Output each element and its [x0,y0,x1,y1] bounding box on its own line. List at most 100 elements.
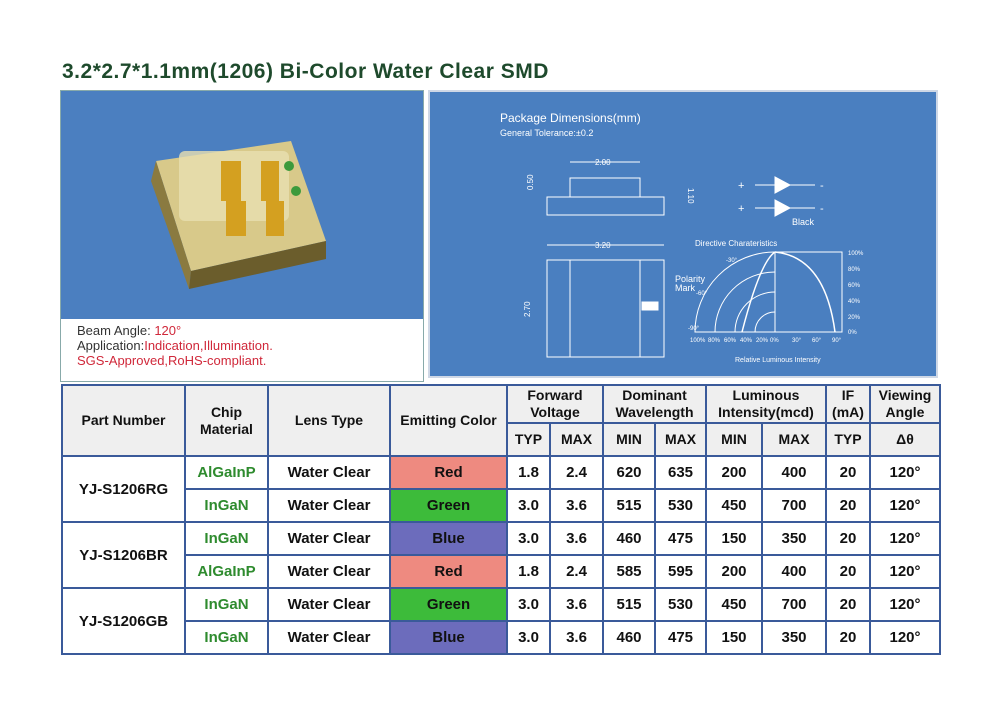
right-ticks: 100% 80% 60% 40% 20% 0% [848,251,864,336]
application-label: Application: [77,338,145,353]
package-dimensions-panel: Package Dimensions(mm) General Tolerance… [428,90,938,378]
header-row: Part Number Chip Material Lens Type Emit… [61,384,941,457]
led-photo [61,91,423,319]
tick-bottom-60: 60% [724,338,737,344]
cell-iv-min: 150 [705,620,763,655]
cell-chip: AlGaInP [184,554,269,589]
tick-right-40: 40% [848,299,861,305]
th-theta: Δθ [869,422,941,457]
dim-1-10: 1.10 [686,188,695,204]
cell-wl-min: 515 [602,488,656,523]
minus-2: - [820,203,824,215]
tick-bottom-90deg: 90° [832,338,842,344]
th-angle: Viewing Angle [869,384,941,424]
th-wl: Dominant Wavelength [602,384,707,424]
mark-label: Mark [675,283,695,293]
cell-angle: 120° [869,554,941,589]
tick-bottom-40: 40% [740,338,753,344]
cell-angle: 120° [869,455,941,490]
cell-part: YJ-S1206BR [61,521,186,589]
cell-wl-max: 635 [654,455,707,490]
axis-label: Relative Luminous Intensity [735,357,821,364]
angle-label-minus-90: -90° [688,326,700,332]
cell-wl-max: 530 [654,587,707,622]
tick-bottom-20: 20% [756,338,769,344]
cell-color: Blue [389,521,508,556]
cell-vf-max: 2.4 [549,554,604,589]
cell-vf-typ: 1.8 [506,554,551,589]
cell-vf-typ: 3.0 [506,587,551,622]
cell-iv-min: 150 [705,521,763,556]
cell-lens: Water Clear [267,620,391,655]
cell-vf-max: 3.6 [549,521,604,556]
led-illustration [151,141,326,289]
tick-right-60: 60% [848,283,861,289]
cell-part: YJ-S1206RG [61,455,186,523]
cell-iv-max: 350 [761,521,827,556]
table-row: YJ-S1206RG AlGaInP Water Clear Red 1.8 2.4 620… [61,455,941,523]
cell-vf-typ: 1.8 [506,455,551,490]
cell-if: 20 [825,587,871,622]
beam-angle-label: Beam Angle: [77,323,155,338]
cell-vf-max: 3.6 [549,488,604,523]
cell-color: Green [389,488,508,523]
th-chip: Chip Material [184,384,269,457]
cell-vf-typ: 3.0 [506,620,551,655]
cell-vf-typ: 3.0 [506,488,551,523]
th-if: IF (mA) [825,384,871,424]
beam-angle-value: 120° [154,323,182,338]
cell-wl-max: 530 [654,488,707,523]
tolerance: General Tolerance:±0.2 [500,128,593,138]
tick-bottom-0: 0% [770,338,779,344]
cell-iv-min: 450 [705,488,763,523]
cell-lens: Water Clear [267,521,391,556]
tick-bottom-100: 100% [690,338,706,344]
th-typ: TYP [506,422,551,457]
cell-wl-min: 585 [602,554,656,589]
cell-color: Green [389,587,508,622]
dim-3-20: 3.20 [595,241,611,250]
application-value: Indication,Illumination. [144,338,273,353]
cell-color: Blue [389,620,508,655]
caption: Beam Angle: 120° Application:Indication,… [77,323,273,368]
cell-wl-max: 475 [654,521,707,556]
black-label: Black [792,217,815,227]
specs-table: Part Number Chip Material Lens Type Emit… [61,384,941,655]
cell-iv-max: 350 [761,620,827,655]
cell-chip: InGaN [184,521,269,556]
cell-chip: InGaN [184,587,269,622]
cell-chip: InGaN [184,620,269,655]
tick-bottom-60deg: 60° [812,338,822,344]
tick-right-20: 20% [848,315,861,321]
th-max: MAX [654,422,707,457]
polarity-label: Polarity [675,274,706,284]
tick-bottom-80: 80% [708,338,721,344]
cell-chip: AlGaInP [184,455,269,490]
cell-lens: Water Clear [267,455,391,490]
tick-right-100: 100% [848,251,864,257]
th-color: Emitting Color [389,384,508,457]
th-vf: Forward Voltage [506,384,604,424]
cell-angle: 120° [869,488,941,523]
diagram-title: Package Dimensions(mm) [500,111,641,125]
cell-color: Red [389,455,508,490]
cell-iv-min: 200 [705,554,763,589]
cell-vf-typ: 3.0 [506,521,551,556]
th-min: MIN [602,422,656,457]
table-row: YJ-S1206GB InGaN Water Clear Green 3.0 3.6 515… [61,587,941,655]
th-typ: TYP [825,422,871,457]
cell-iv-max: 400 [761,554,827,589]
subheader-row: TYP MAX MIN MAX MIN MAX TYP Δθ [62,422,941,457]
cell-iv-max: 400 [761,455,827,490]
cell-part: YJ-S1206GB [61,587,186,655]
cell-angle: 120° [869,521,941,556]
polar-chart [694,251,843,333]
table-row: YJ-S1206BR InGaN Water Clear Blue 3.0 3.6 460 4… [61,521,941,589]
cell-lens: Water Clear [267,488,391,523]
cell-if: 20 [825,455,871,490]
cell-wl-min: 515 [602,587,656,622]
cell-wl-min: 620 [602,455,656,490]
th-lens: Lens Type [267,384,391,457]
cell-angle: 120° [869,587,941,622]
table-row: AlGaInP Water Clear Red 1.8 2.4 585 595 200 400 2… [62,554,941,589]
